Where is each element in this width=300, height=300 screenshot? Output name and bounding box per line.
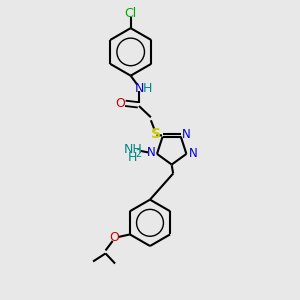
- Text: 2: 2: [135, 149, 141, 159]
- Text: O: O: [115, 98, 125, 110]
- Text: N: N: [134, 82, 144, 95]
- Text: N: N: [147, 146, 155, 159]
- Text: H: H: [128, 151, 137, 164]
- Text: H: H: [142, 82, 152, 95]
- Text: O: O: [110, 232, 119, 244]
- Text: S: S: [151, 127, 161, 141]
- Text: N: N: [182, 128, 191, 141]
- Text: NH: NH: [123, 142, 142, 156]
- Text: Cl: Cl: [124, 7, 137, 20]
- Text: N: N: [189, 147, 197, 161]
